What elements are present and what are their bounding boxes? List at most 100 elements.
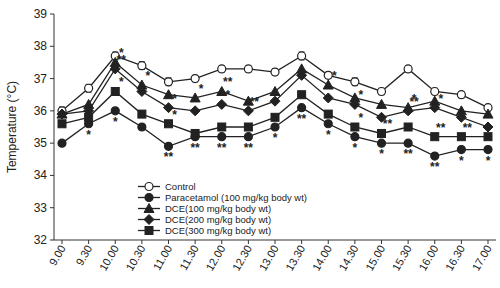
x-tick <box>88 240 89 244</box>
significance-mark: * <box>326 128 331 142</box>
x-tick <box>168 240 169 244</box>
data-point <box>190 106 200 116</box>
data-point <box>484 146 492 154</box>
data-point <box>404 139 412 147</box>
x-tick-label: 16.00 <box>416 243 440 273</box>
error-bar <box>86 84 92 92</box>
data-point <box>378 87 386 95</box>
x-tick-label: 10.30 <box>123 243 147 273</box>
data-point <box>271 68 279 76</box>
data-point <box>431 152 439 160</box>
legend-marker <box>144 215 154 225</box>
significance-mark: ** <box>190 141 200 155</box>
data-point <box>351 78 359 86</box>
y-tick-label: 36 <box>34 104 48 118</box>
x-tick <box>141 240 142 244</box>
error-bar <box>272 69 278 75</box>
significance-mark: ** <box>463 121 473 135</box>
data-point <box>111 107 119 115</box>
y-tick-label: 34 <box>34 168 48 182</box>
data-point <box>324 120 332 128</box>
data-point <box>244 65 252 73</box>
y-tick <box>50 240 54 241</box>
x-tick-label: 15.30 <box>390 243 414 273</box>
y-tick <box>50 46 54 47</box>
y-tick <box>50 143 54 144</box>
x-tick <box>195 240 196 244</box>
data-point <box>270 96 280 106</box>
annotations: ****************************************… <box>86 46 490 174</box>
significance-mark: ** <box>383 117 393 131</box>
significance-mark: ** <box>117 53 127 67</box>
legend-label: Control <box>165 181 196 192</box>
data-point <box>351 133 359 141</box>
data-point <box>298 52 306 60</box>
legend-marker <box>145 227 153 235</box>
x-tick <box>381 240 382 244</box>
data-point <box>457 146 465 154</box>
data-point <box>165 78 173 86</box>
data-point <box>57 109 67 119</box>
error-bar <box>325 72 331 78</box>
x-tick-label: 16.30 <box>443 243 467 273</box>
y-tick-label: 38 <box>34 39 48 53</box>
y-tick <box>50 175 54 176</box>
data-point <box>218 133 226 141</box>
significance-mark: * <box>172 92 177 106</box>
x-tick-label: 14.00 <box>310 243 334 273</box>
x-tick <box>488 240 489 244</box>
data-point <box>271 123 279 131</box>
data-point <box>483 122 493 132</box>
y-tick-label: 32 <box>34 233 48 247</box>
data-point <box>244 123 252 131</box>
significance-mark: * <box>438 92 443 106</box>
y-tick-label: 35 <box>34 136 48 150</box>
significance-mark: ** <box>403 147 413 161</box>
significance-mark: * <box>225 88 230 102</box>
data-point <box>57 109 67 118</box>
error-bar <box>139 62 145 70</box>
chart: 3233343536373839Temperature (°C)9.009.30… <box>0 0 500 288</box>
significance-mark: ** <box>297 112 307 126</box>
data-point <box>271 113 279 121</box>
data-point <box>138 123 146 131</box>
data-point <box>218 123 226 131</box>
data-point <box>165 142 173 150</box>
data-point <box>270 86 280 95</box>
y-tick-label: 39 <box>34 7 48 21</box>
error-bar <box>192 75 198 81</box>
x-tick <box>221 240 222 244</box>
x-tick <box>248 240 249 244</box>
y-tick-label: 37 <box>34 72 48 86</box>
legend-label: Paracetamol (100 mg/kg body wt) <box>165 192 307 203</box>
legend-box <box>134 179 274 238</box>
significance-mark: ** <box>164 150 174 164</box>
x-tick <box>275 240 276 244</box>
significance-mark: ** <box>250 95 260 109</box>
significance-mark: ** <box>217 141 227 155</box>
x-tick <box>434 240 435 244</box>
x-tick-label: 11.00 <box>150 243 174 272</box>
legend-label: DCE(300 mg/kg body wt) <box>165 225 271 236</box>
x-tick-label: 14.30 <box>336 243 360 273</box>
y-axis-label: Temperature (°C) <box>5 81 19 173</box>
plot-area <box>57 52 493 160</box>
data-point <box>377 99 387 108</box>
legend-label: DCE(200 mg/kg body wt) <box>165 214 271 225</box>
data-point <box>85 113 93 121</box>
error-bar <box>166 78 172 86</box>
x-tick-label: 17.00 <box>470 243 494 273</box>
data-point <box>297 70 307 80</box>
significance-mark: * <box>113 115 118 129</box>
y-tick <box>50 110 54 111</box>
legend-marker <box>145 194 153 202</box>
x-tick-label: 15.00 <box>363 243 387 273</box>
significance-mark: * <box>199 82 204 96</box>
x-tick-label: 9.00 <box>47 243 68 268</box>
significance-mark: * <box>86 128 91 142</box>
data-point <box>298 104 306 112</box>
data-point <box>58 120 66 128</box>
y-tick <box>50 207 54 208</box>
x-tick-label: 9.30 <box>73 243 94 268</box>
significance-mark: * <box>172 108 177 122</box>
